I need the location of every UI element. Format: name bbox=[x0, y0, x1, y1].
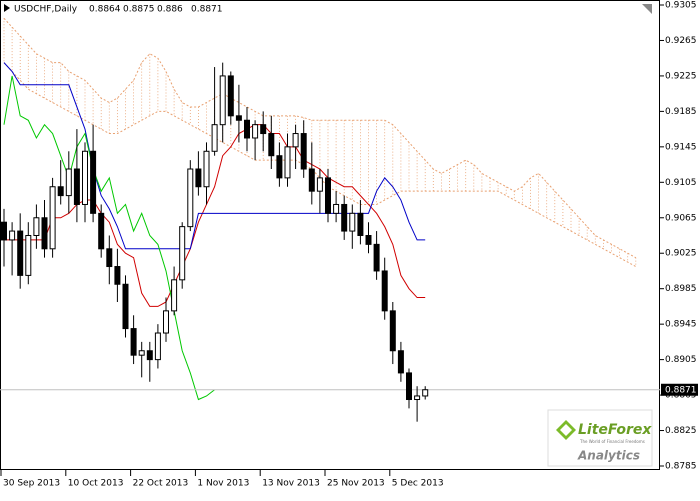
symbol-label: USDCHF,Daily bbox=[14, 5, 78, 15]
candle-body bbox=[90, 150, 97, 214]
candle-body bbox=[276, 155, 283, 179]
candle-body bbox=[252, 124, 259, 139]
span-b-line bbox=[3, 62, 637, 267]
candle-body bbox=[381, 270, 388, 312]
candle-body bbox=[357, 212, 364, 236]
candle-body bbox=[244, 119, 250, 139]
candle-body bbox=[349, 212, 356, 232]
y-tick-label: 0.9145 bbox=[665, 142, 697, 152]
candle-body bbox=[1, 221, 7, 241]
candle-body bbox=[114, 266, 121, 285]
price-box bbox=[661, 383, 698, 396]
logo-subtitle: Analytics bbox=[577, 449, 640, 463]
candle-body bbox=[163, 310, 169, 334]
candle-body bbox=[333, 203, 340, 214]
x-tick-label: 22 Oct 2013 bbox=[133, 479, 189, 489]
y-tick-label: 0.9025 bbox=[665, 249, 697, 259]
x-tick-label: 30 Sep 2013 bbox=[3, 479, 60, 489]
y-tick-label: 0.8985 bbox=[665, 284, 697, 294]
candle-body bbox=[308, 168, 315, 192]
indicator-line bbox=[3, 75, 215, 401]
candle-body bbox=[227, 75, 234, 117]
x-tick-label: 25 Nov 2013 bbox=[327, 479, 385, 489]
x-tick-label: 1 Nov 2013 bbox=[197, 479, 249, 489]
candle-body bbox=[406, 372, 412, 401]
candle-body bbox=[17, 230, 24, 276]
candle-body bbox=[82, 150, 88, 205]
corner-icon bbox=[642, 4, 652, 14]
candle-body bbox=[146, 350, 153, 361]
candle-body bbox=[341, 203, 348, 232]
candle-body bbox=[49, 186, 56, 250]
x-tick-label: 10 Oct 2013 bbox=[68, 479, 124, 489]
candle-body bbox=[316, 177, 323, 192]
logo-tagline: The World of Financial Freedoms bbox=[579, 439, 645, 444]
candle-body bbox=[98, 212, 105, 250]
candle-body bbox=[154, 332, 161, 361]
candle-body bbox=[292, 133, 299, 148]
ohlc-low: 0.886 bbox=[157, 5, 183, 15]
y-tick-label: 0.8945 bbox=[665, 320, 697, 330]
candle-body bbox=[179, 226, 186, 281]
candle-body bbox=[41, 217, 48, 250]
candle-body bbox=[195, 168, 202, 188]
candle-body bbox=[397, 350, 404, 374]
candle-body bbox=[9, 230, 16, 241]
candle-body bbox=[203, 150, 210, 188]
arrow-icon bbox=[4, 4, 10, 12]
price-label: 0.8871 bbox=[665, 385, 697, 395]
candle-body bbox=[268, 133, 275, 157]
ohlc-close: 0.8871 bbox=[191, 5, 223, 15]
candle-body bbox=[389, 310, 396, 352]
logo-icon-inner bbox=[560, 424, 572, 436]
y-tick-label: 0.8905 bbox=[665, 355, 697, 365]
candle-body bbox=[373, 243, 380, 272]
y-tick-label: 0.9185 bbox=[665, 107, 697, 117]
span-a-line bbox=[3, 17, 637, 259]
candle-body bbox=[73, 168, 80, 205]
y-tick-label: 0.9305 bbox=[665, 1, 697, 11]
candle-body bbox=[106, 248, 113, 268]
candle-body bbox=[130, 328, 137, 356]
y-tick-label: 0.8825 bbox=[665, 426, 697, 436]
y-tick-label: 0.9225 bbox=[665, 71, 697, 81]
y-tick-label: 0.9065 bbox=[665, 213, 697, 223]
ohlc-open: 0.8864 bbox=[89, 5, 121, 15]
y-tick-label: 0.8785 bbox=[665, 462, 697, 472]
candle-body bbox=[138, 350, 145, 356]
candle-body bbox=[25, 235, 32, 276]
y-tick-label: 0.9265 bbox=[665, 36, 697, 46]
candle-body bbox=[365, 235, 372, 245]
indicator-line bbox=[4, 124, 426, 307]
candle-body bbox=[219, 75, 226, 126]
y-tick-label: 0.9105 bbox=[665, 178, 697, 188]
candle-body bbox=[284, 146, 291, 179]
candle-body bbox=[414, 395, 421, 401]
ohlc-high: 0.8875 bbox=[123, 5, 155, 15]
candle-body bbox=[65, 168, 72, 197]
x-tick-label: 5 Dec 2013 bbox=[392, 479, 444, 489]
candle-body bbox=[325, 177, 331, 214]
candle-body bbox=[235, 115, 242, 121]
candle-body bbox=[122, 283, 129, 330]
candle-body bbox=[57, 186, 64, 197]
candle-body bbox=[187, 168, 194, 228]
candle-body bbox=[260, 124, 267, 135]
logo: LiteForex The World of Financial Freedom… bbox=[547, 409, 653, 467]
candle-body bbox=[211, 124, 218, 152]
candle-body bbox=[300, 133, 307, 170]
candle-body bbox=[422, 389, 429, 397]
x-tick-label: 13 Nov 2013 bbox=[262, 479, 320, 489]
plot-frame bbox=[0, 0, 660, 470]
candle-body bbox=[33, 217, 40, 236]
logo-name: LiteForex bbox=[578, 422, 652, 438]
candle-body bbox=[171, 279, 178, 312]
